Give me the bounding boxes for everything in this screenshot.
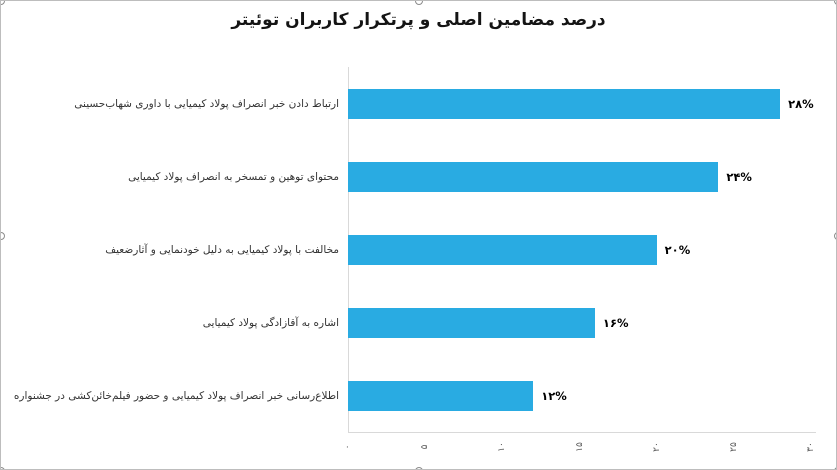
category-label: اشاره به آقازادگی پولاد کیمیایی: [202, 316, 339, 329]
bar[interactable]: [348, 88, 781, 119]
category-label: محتوای توهین و تمسخر به انصراف پولاد کیم…: [128, 170, 339, 183]
category-label: ارتباط دادن خبر انصراف پولاد کیمیایی با …: [74, 97, 339, 110]
category-label: مخالفت با پولاد کیمیایی به دلیل خودنمایی…: [105, 243, 339, 256]
selection-handle[interactable]: [834, 467, 836, 469]
x-axis-tick-label: ۱۵: [574, 442, 585, 452]
value-label: ۲۰%: [664, 242, 691, 257]
x-axis-tick-label: ۲۵: [728, 442, 739, 452]
x-axis-tick-label: ۲۰: [651, 442, 662, 452]
x-axis-tick-label: ۱۰: [497, 442, 508, 452]
bar[interactable]: [348, 307, 595, 338]
bar[interactable]: [348, 161, 719, 192]
category-label: اطلاع‌رسانی خبر انصراف پولاد کیمیایی و ح…: [13, 389, 339, 402]
value-label: ۲۴%: [726, 169, 752, 184]
chart-title: درصد مضامین اصلی و پرتکرار کاربران توئیت…: [231, 10, 606, 30]
selection-handle[interactable]: [1, 232, 5, 240]
value-label: ۱۶%: [602, 315, 629, 330]
value-label: ۲۸%: [788, 96, 814, 111]
x-axis-tick-label: ۵: [420, 444, 431, 450]
bar[interactable]: [348, 234, 657, 265]
x-axis-tick-label: ۰: [343, 444, 353, 450]
x-axis-tick-label: ۳۰: [806, 442, 816, 452]
selection-handle[interactable]: [415, 1, 423, 5]
x-axis-line: [348, 432, 816, 433]
selection-handle[interactable]: [1, 1, 5, 5]
bar[interactable]: [348, 380, 534, 411]
value-label: ۱۲%: [541, 388, 567, 403]
